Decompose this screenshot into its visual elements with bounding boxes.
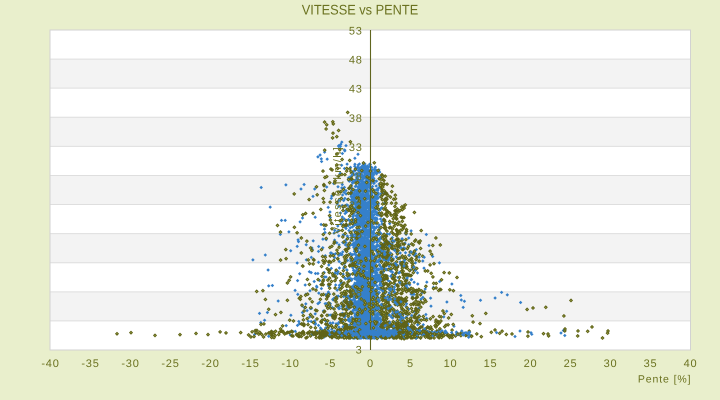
svg-text:43: 43: [349, 84, 363, 96]
svg-text:-25: -25: [161, 358, 179, 370]
svg-text:Pente [%]: Pente [%]: [638, 373, 692, 385]
svg-text:-10: -10: [281, 358, 299, 370]
svg-text:53: 53: [349, 26, 363, 38]
svg-text:Vitesse [km/h]: Vitesse [km/h]: [332, 146, 344, 234]
svg-text:-40: -40: [41, 358, 59, 370]
svg-text:38: 38: [349, 113, 363, 125]
svg-text:-5: -5: [325, 358, 336, 370]
svg-text:25: 25: [564, 358, 578, 370]
svg-text:3: 3: [356, 316, 363, 328]
svg-text:20: 20: [524, 358, 538, 370]
svg-text:48: 48: [349, 55, 363, 67]
svg-text:30: 30: [604, 358, 618, 370]
svg-text:-15: -15: [241, 358, 259, 370]
svg-text:VITESSE vs PENTE: VITESSE vs PENTE: [302, 2, 419, 18]
svg-text:10: 10: [444, 358, 458, 370]
svg-text:-35: -35: [81, 358, 99, 370]
svg-text:-20: -20: [201, 358, 219, 370]
svg-text:33: 33: [349, 142, 363, 154]
svg-text:5: 5: [407, 358, 414, 370]
svg-text:0: 0: [367, 358, 374, 370]
svg-text:15: 15: [484, 358, 498, 370]
svg-text:3: 3: [356, 345, 362, 357]
svg-text:40: 40: [684, 358, 698, 370]
svg-text:8: 8: [356, 287, 363, 299]
svg-text:-30: -30: [121, 358, 139, 370]
svg-text:35: 35: [644, 358, 658, 370]
